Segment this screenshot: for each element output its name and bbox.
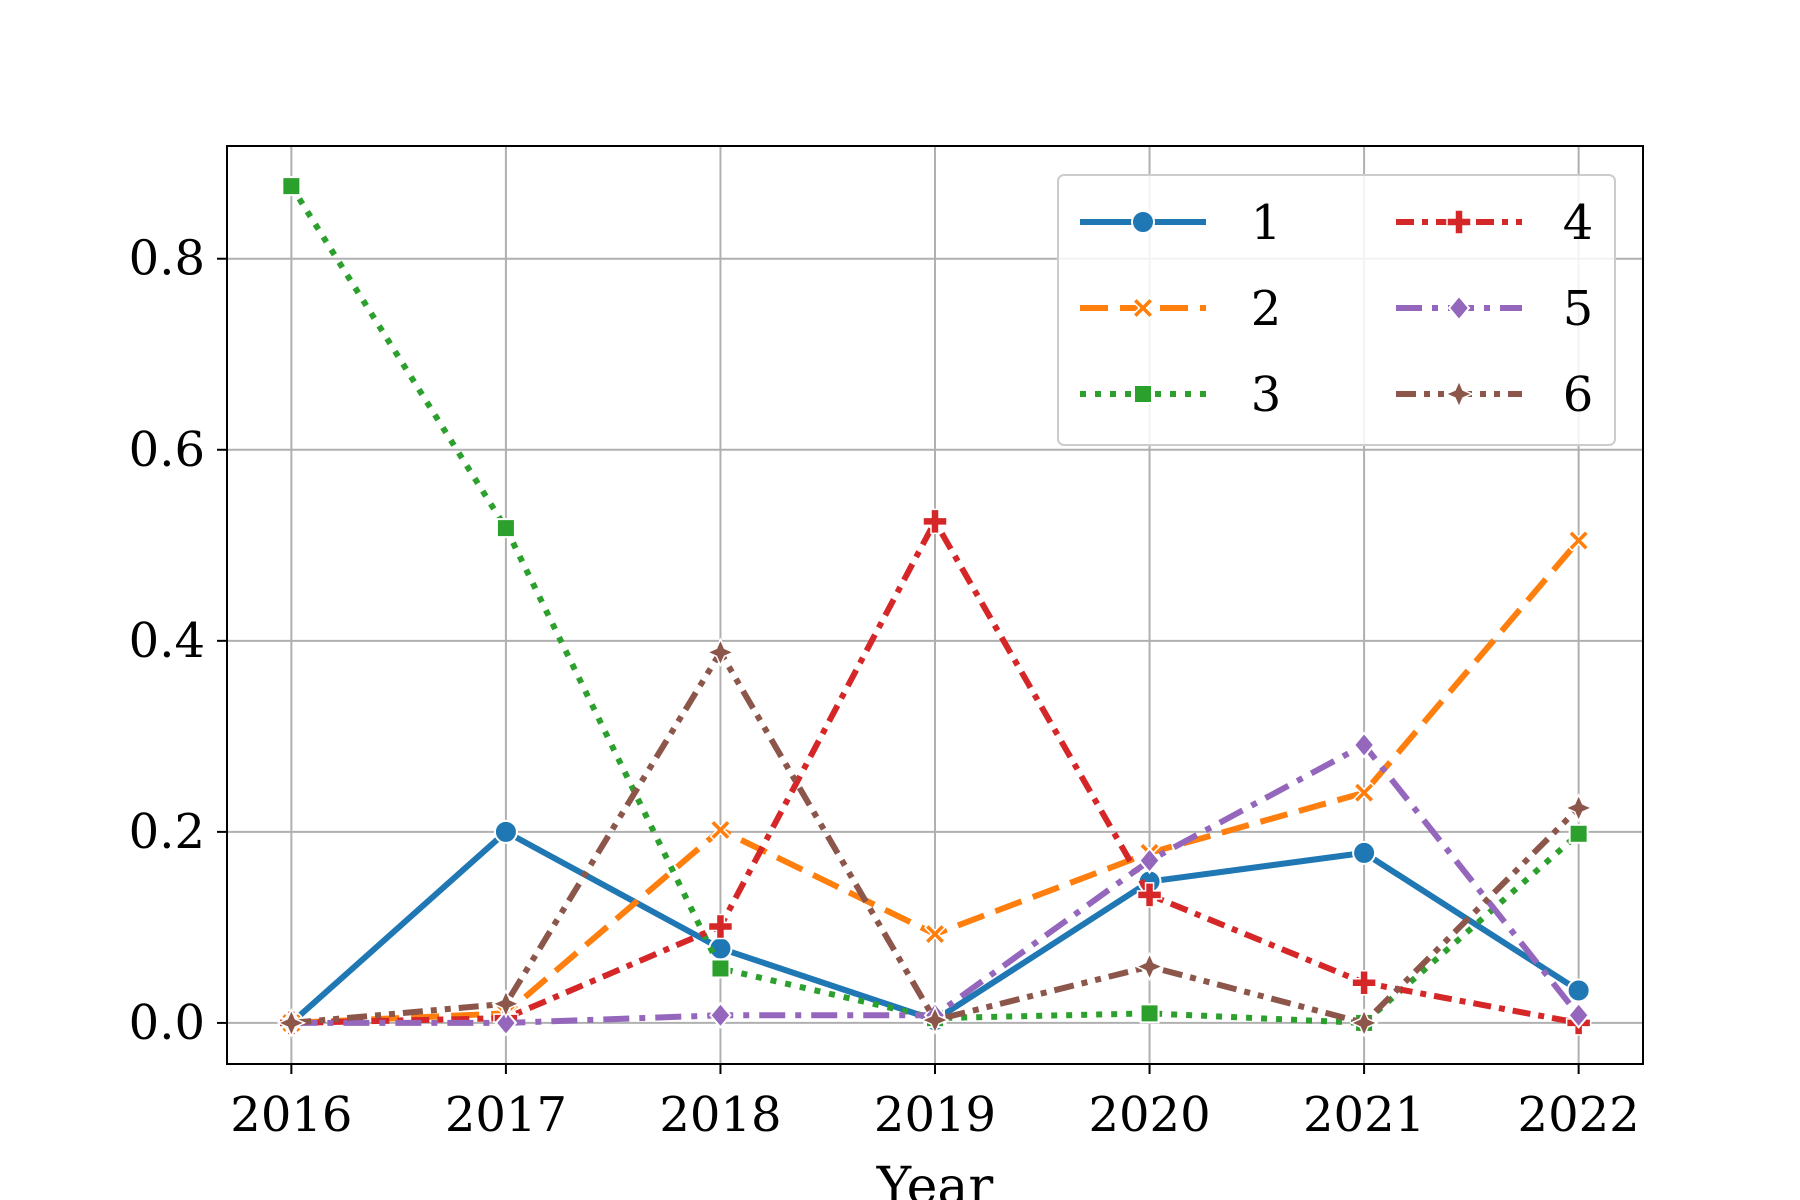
legend-label: 2 xyxy=(1251,281,1282,337)
legend-label: 5 xyxy=(1563,281,1594,337)
legend-marker xyxy=(1447,294,1471,322)
plot-frame xyxy=(226,145,1644,1065)
x-tick-label: 2016 xyxy=(230,1087,352,1143)
y-tick-label: 0.8 xyxy=(129,231,205,287)
data-point xyxy=(1136,882,1163,908)
x-tick-label: 2017 xyxy=(445,1087,567,1143)
data-point xyxy=(495,518,516,539)
data-point xyxy=(710,958,731,979)
data-point xyxy=(1566,978,1591,1003)
legend-label: 1 xyxy=(1251,195,1282,251)
data-point xyxy=(1138,846,1161,875)
legend-label: 4 xyxy=(1563,195,1594,251)
data-point xyxy=(1352,840,1377,865)
legend-label: 6 xyxy=(1563,367,1594,423)
legend-marker xyxy=(1131,210,1155,234)
data-point xyxy=(1563,793,1594,823)
data-point xyxy=(1353,781,1376,804)
legend-marker xyxy=(1131,296,1155,320)
data-point xyxy=(1352,731,1376,759)
x-tick-label: 2018 xyxy=(659,1087,781,1143)
data-point xyxy=(705,637,736,668)
data-point xyxy=(709,1001,732,1029)
legend: 1 2 3 4 5 6 xyxy=(1057,174,1616,446)
y-tick-label: 0.4 xyxy=(129,613,205,669)
data-point xyxy=(1567,1001,1590,1029)
y-tick-label: 0.0 xyxy=(129,995,205,1051)
data-point xyxy=(491,988,521,1019)
data-point xyxy=(493,819,518,844)
data-point xyxy=(1134,951,1165,982)
data-point xyxy=(922,508,948,535)
data-point xyxy=(1567,529,1590,552)
data-point xyxy=(709,818,732,842)
data-point xyxy=(707,913,734,940)
data-point xyxy=(923,923,947,946)
data-point xyxy=(1351,970,1377,996)
y-tick-label: 0.6 xyxy=(129,422,205,478)
x-tick-label: 2019 xyxy=(874,1087,996,1143)
data-point xyxy=(1139,1003,1160,1024)
data-point xyxy=(281,176,302,197)
data-point xyxy=(920,1005,950,1035)
x-axis-label: Year xyxy=(876,1157,994,1200)
x-tick-label: 2021 xyxy=(1303,1087,1425,1143)
legend-label: 3 xyxy=(1251,367,1282,423)
legend-marker xyxy=(1133,384,1153,404)
data-point xyxy=(276,1008,307,1038)
data-point xyxy=(494,1009,518,1037)
legend-marker xyxy=(1444,379,1474,409)
data-point xyxy=(1349,1008,1379,1038)
legend-box xyxy=(1057,174,1616,446)
data-point xyxy=(1568,823,1589,844)
legend-marker xyxy=(1446,209,1472,235)
x-tick-label: 2022 xyxy=(1518,1087,1640,1143)
y-tick-label: 0.2 xyxy=(129,804,205,860)
series-6 xyxy=(276,637,1594,1038)
x-tick-label: 2020 xyxy=(1088,1087,1210,1143)
